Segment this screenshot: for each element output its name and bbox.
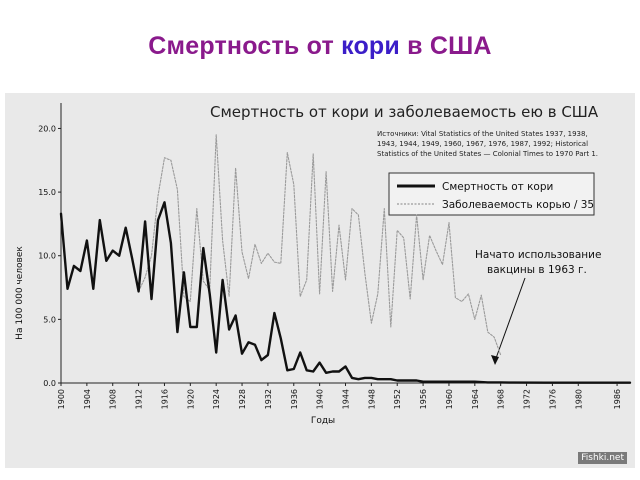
slide-title-part3: в США xyxy=(399,32,492,60)
series-line-incidence xyxy=(138,134,502,356)
source-line-1: Источники: Vital Statistics of the Unite… xyxy=(377,130,588,138)
y-tick-label: 10.0 xyxy=(38,252,56,261)
chart-title: Смертность от кори и заболеваемость ею в… xyxy=(210,103,599,121)
x-tick-label: 1960 xyxy=(445,389,454,409)
annotation-arrowhead xyxy=(491,355,499,365)
x-tick-label: 1924 xyxy=(212,389,221,409)
x-tick-label: 1944 xyxy=(342,389,351,409)
x-tick-label: 1900 xyxy=(57,389,66,409)
x-tick-label: 1908 xyxy=(109,389,118,409)
y-tick-label: 5.0 xyxy=(43,315,56,324)
chart-svg: Смертность от кори и заболеваемость ею в… xyxy=(15,103,632,426)
x-tick-label: 1980 xyxy=(574,389,583,409)
source-line-3: Statistics of the United States — Coloni… xyxy=(377,150,598,158)
x-tick-label: 1912 xyxy=(135,389,144,409)
legend-label-incidence: Заболеваемость корью / 35 xyxy=(442,199,594,211)
chart-scan-image: Смертность от кори и заболеваемость ею в… xyxy=(5,93,635,468)
legend-label-mortality: Смертность от кори xyxy=(442,181,553,193)
x-tick-label: 1904 xyxy=(83,389,92,409)
series-line-mortality xyxy=(59,201,632,384)
x-tick-label: 1986 xyxy=(613,389,622,409)
annotation-line-2: вакцины в 1963 г. xyxy=(487,264,587,276)
legend: Смертность от кори Заболеваемость корью … xyxy=(388,172,595,216)
y-tick-label: 20.0 xyxy=(38,124,56,133)
x-tick-label: 1952 xyxy=(393,389,402,409)
x-tick-label: 1940 xyxy=(316,389,325,409)
x-tick-label: 1932 xyxy=(264,389,273,409)
y-tick-label: 15.0 xyxy=(38,188,56,197)
annotation-arrow xyxy=(494,277,526,362)
x-tick-label: 1920 xyxy=(186,389,195,409)
x-tick-label: 1964 xyxy=(471,389,480,409)
y-tick-labels: 0.0 5.0 10.0 15.0 20.0 xyxy=(38,124,61,388)
x-tick-label: 1976 xyxy=(548,389,557,409)
legend-box xyxy=(388,172,595,216)
x-tick-label: 1928 xyxy=(238,389,247,409)
slide-title-highlight: кори xyxy=(341,32,400,60)
x-axis-label: Годы xyxy=(311,416,335,426)
annotation-line-1: Начато использование xyxy=(475,249,601,261)
watermark-logo: Fishki.net xyxy=(578,452,627,464)
slide-title: Смертность от кори в США xyxy=(0,32,640,61)
x-tick-label: 1936 xyxy=(290,389,299,409)
series-layer xyxy=(59,134,632,384)
y-axis-label: На 100 000 человек xyxy=(15,246,25,340)
source-line-2: 1943, 1944, 1949, 1960, 1967, 1976, 1987… xyxy=(377,140,588,148)
slide-title-part1: Смертность от xyxy=(148,32,342,60)
x-tick-label: 1972 xyxy=(523,389,532,409)
x-tick-label: 1968 xyxy=(497,389,506,409)
x-tick-label: 1916 xyxy=(160,389,169,409)
y-tick-label: 0.0 xyxy=(43,379,56,388)
x-tick-label: 1948 xyxy=(367,389,376,409)
x-tick-label: 1956 xyxy=(419,389,428,409)
x-tick-labels: 1900 1904 1908 1912 1916 1920 1924 1928 1932 1936… xyxy=(57,383,622,409)
